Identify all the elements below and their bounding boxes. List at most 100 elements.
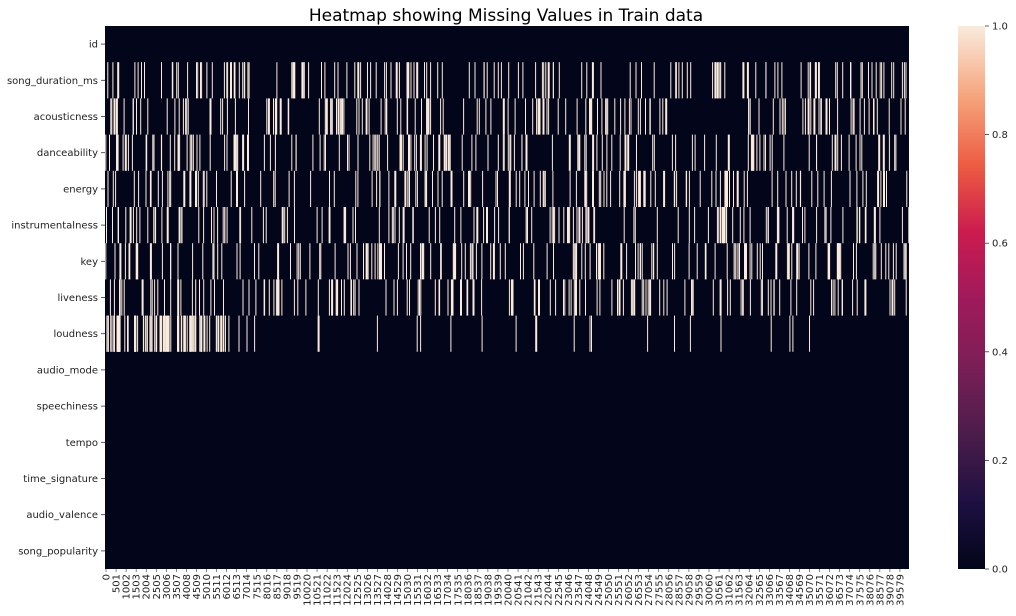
missing-mark (170, 243, 171, 280)
x-tick-label: 5511 (212, 574, 223, 599)
missing-mark (585, 170, 587, 207)
missing-mark (265, 207, 267, 244)
missing-mark (166, 207, 169, 244)
x-tick-label: 12024 (343, 574, 354, 606)
missing-mark (853, 98, 855, 135)
missing-mark (647, 315, 649, 352)
missing-mark (410, 62, 412, 99)
missing-mark (294, 207, 295, 244)
missing-mark (733, 170, 734, 207)
missing-mark (707, 207, 709, 244)
missing-mark (855, 134, 857, 171)
missing-mark (807, 62, 809, 99)
missing-mark (714, 62, 717, 99)
missing-mark (807, 98, 810, 135)
missing-mark (507, 134, 509, 171)
missing-mark (541, 62, 543, 99)
missing-mark (635, 243, 636, 280)
missing-mark (879, 207, 881, 244)
missing-mark (835, 62, 837, 99)
missing-mark (653, 243, 655, 280)
x-tick-label: 38076 (865, 574, 876, 606)
missing-mark (384, 98, 386, 135)
missing-mark (414, 98, 416, 135)
missing-mark (779, 279, 781, 316)
missing-mark (742, 279, 744, 316)
missing-mark (196, 62, 197, 99)
missing-mark (487, 134, 489, 171)
missing-mark (622, 279, 624, 316)
missing-mark (575, 170, 577, 207)
missing-mark (557, 98, 559, 135)
missing-mark (377, 243, 379, 280)
missing-mark (900, 98, 902, 135)
missing-mark (469, 243, 471, 280)
missing-mark (186, 134, 188, 171)
missing-mark (719, 207, 721, 244)
missing-mark (666, 279, 668, 316)
missing-mark (674, 170, 676, 207)
missing-mark (248, 62, 250, 99)
missing-mark (309, 243, 311, 280)
missing-mark (454, 207, 456, 244)
missing-mark (633, 279, 636, 316)
missing-mark (165, 315, 168, 352)
missing-mark (281, 279, 283, 316)
missing-mark (767, 279, 769, 316)
missing-mark (380, 98, 382, 135)
x-tick-label: 33066 (765, 574, 776, 606)
missing-mark (596, 134, 598, 171)
missing-mark (397, 243, 399, 280)
missing-mark (384, 62, 386, 99)
missing-mark (124, 315, 126, 352)
missing-mark (837, 279, 839, 316)
missing-mark (168, 315, 170, 352)
x-tick-label: 16533 (433, 574, 444, 606)
missing-mark (552, 170, 554, 207)
missing-mark (823, 170, 825, 207)
missing-mark (785, 170, 787, 207)
missing-mark (901, 62, 903, 99)
missing-mark (366, 98, 368, 135)
missing-mark (619, 170, 621, 207)
missing-mark (146, 134, 148, 171)
x-tick-label: 22044 (544, 574, 555, 606)
missing-mark (791, 170, 793, 207)
missing-mark (439, 207, 441, 244)
missing-mark (727, 134, 730, 171)
missing-mark (215, 315, 217, 352)
missing-mark (671, 134, 673, 171)
missing-mark (777, 170, 779, 207)
missing-mark (282, 207, 284, 244)
missing-mark (732, 207, 734, 244)
missing-mark (592, 170, 594, 207)
x-tick-label: 31563 (735, 574, 746, 606)
missing-mark (367, 243, 369, 280)
missing-mark (573, 279, 575, 316)
row-label: loudness (54, 329, 99, 340)
x-tick-label: 27555 (654, 574, 665, 606)
missing-mark (742, 62, 745, 99)
missing-mark (589, 243, 591, 280)
missing-mark (334, 243, 336, 280)
missing-mark (151, 315, 153, 352)
missing-mark (178, 134, 180, 171)
missing-mark (450, 279, 452, 316)
missing-mark (734, 243, 736, 280)
missing-mark (620, 243, 623, 280)
missing-mark (686, 62, 688, 99)
missing-mark (112, 170, 114, 207)
missing-mark (748, 98, 750, 135)
missing-mark (773, 279, 775, 316)
missing-mark (174, 98, 176, 135)
missing-mark (416, 315, 418, 352)
missing-mark (419, 134, 422, 171)
x-tick-label: 19038 (483, 574, 494, 606)
missing-mark (440, 98, 442, 135)
missing-mark (202, 170, 204, 207)
missing-mark (404, 170, 407, 207)
missing-mark (743, 170, 745, 207)
missing-mark (736, 243, 738, 280)
missing-mark (211, 207, 212, 244)
missing-mark (164, 315, 166, 352)
